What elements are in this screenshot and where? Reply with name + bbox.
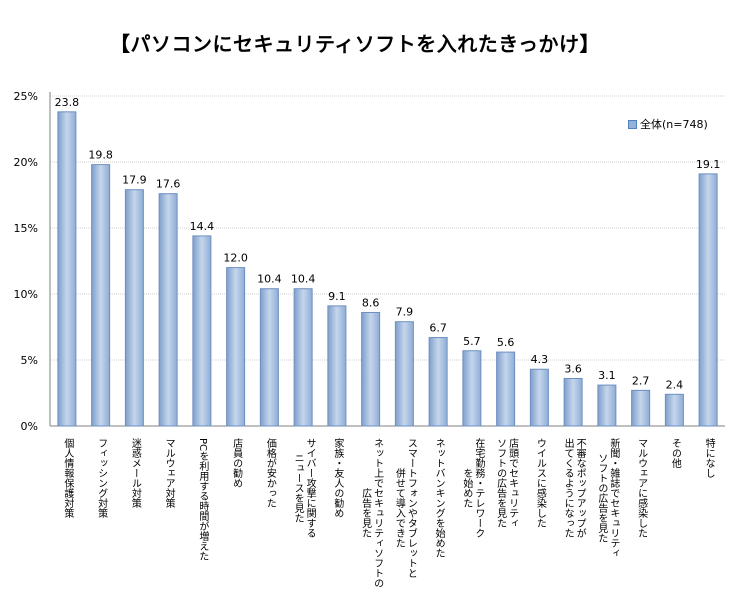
data-label: 14.4: [190, 220, 215, 233]
x-tick-label: マルウェア対策: [163, 438, 175, 508]
data-label: 9.1: [328, 290, 346, 303]
bar: [563, 377, 583, 427]
data-label: 4.3: [531, 353, 549, 366]
bar: [428, 337, 448, 427]
data-label: 10.4: [291, 273, 316, 286]
y-tick-label: 15%: [14, 222, 38, 235]
bar: [664, 393, 684, 427]
x-tick-label: ウイルスに感染した: [534, 438, 546, 528]
bar: [361, 311, 381, 427]
x-tick-label: マルウェアに感染した: [635, 438, 647, 538]
data-label: 6.7: [429, 322, 447, 335]
x-tick-label: 店頭でセキュリティ ソフトの広告を見た: [494, 438, 518, 528]
y-tick-label: 0%: [21, 420, 38, 433]
data-label: 12.0: [223, 252, 248, 265]
bar: [259, 288, 279, 427]
x-tick-label: 新聞・雑誌でセキュリティ ソフトの広告を見た: [595, 438, 619, 558]
bar: [124, 189, 144, 427]
x-tick-label: サイバー攻撃に関する ニュースを見た: [292, 438, 316, 538]
x-tick-label: ネットバンキングを始めた: [433, 438, 445, 558]
x-tick-label: 在宅勤務・テレワーク を始めた: [460, 438, 484, 538]
bar: [698, 173, 718, 427]
bar: [327, 305, 347, 427]
y-tick-label: 20%: [14, 156, 38, 169]
x-tick-label: 不審なポップアップが 出てくるようになった: [562, 438, 586, 538]
data-label: 19.8: [88, 149, 113, 162]
bar: [192, 235, 212, 427]
y-tick-label: 10%: [14, 288, 38, 301]
x-tick-label: その他: [669, 438, 681, 468]
x-tick-label: フィッシング対策: [95, 438, 107, 518]
data-label: 8.6: [362, 296, 380, 309]
legend: 全体(n=748): [628, 116, 708, 132]
legend-swatch: [628, 119, 637, 129]
bar: [462, 350, 482, 427]
x-tick-label: 家族・友人の勧め: [331, 438, 343, 518]
data-label: 2.4: [666, 378, 684, 391]
y-tick-label: 25%: [14, 90, 38, 103]
x-tick-label: 個人情報保護対策: [61, 438, 73, 518]
bar: [631, 389, 651, 427]
data-label: 7.9: [396, 306, 414, 319]
data-label: 23.8: [55, 96, 80, 109]
bar: [597, 384, 617, 427]
bar: [57, 111, 77, 427]
x-tick-label: 価格が安かった: [264, 438, 276, 508]
chart-title: 【パソコンにセキュリティソフトを入れたきっかけ】: [110, 32, 600, 56]
data-label: 2.7: [632, 374, 650, 387]
data-label: 3.1: [598, 369, 616, 382]
data-label: 17.9: [122, 174, 147, 187]
bar: [496, 351, 516, 427]
data-label: 17.6: [156, 178, 181, 191]
x-tick-label: スマートフォンやタブレットと 併せて導入できた: [393, 438, 417, 578]
y-tick-label: 5%: [21, 354, 38, 367]
data-label: 5.7: [463, 335, 481, 348]
bar: [158, 193, 178, 427]
x-tick-label: PCを利用する時間が増えた: [196, 438, 208, 562]
bar: [226, 267, 246, 427]
data-label: 19.1: [696, 158, 721, 171]
bar: [529, 368, 549, 427]
data-label: 5.6: [497, 336, 515, 349]
x-tick-label: 店員の勧め: [230, 438, 242, 488]
x-tick-label: 特になし: [703, 438, 715, 478]
x-tick-label: 迷惑メール対策: [129, 438, 141, 508]
bar: [293, 288, 313, 427]
data-label: 3.6: [564, 362, 582, 375]
bar: [394, 321, 414, 427]
data-label: 10.4: [257, 273, 282, 286]
x-tick-label: ネット上でセキュリティソフトの 広告を見た: [359, 438, 383, 588]
bar: [91, 164, 111, 427]
legend-label: 全体(n=748): [640, 118, 708, 131]
